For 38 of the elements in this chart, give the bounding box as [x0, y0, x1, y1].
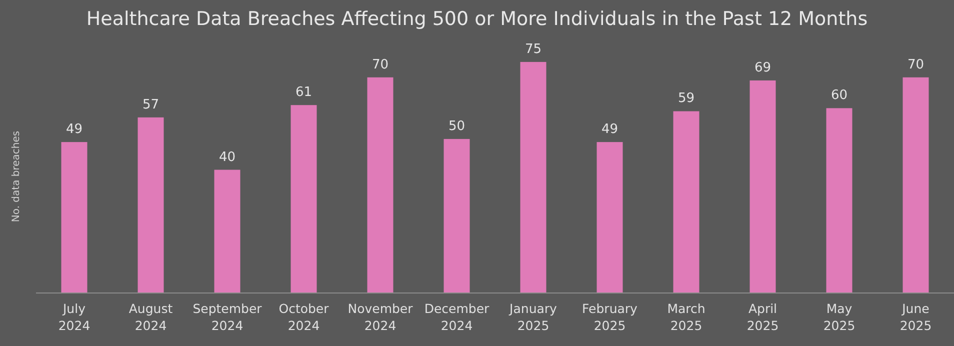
x-tick-label: December 2024: [424, 301, 490, 333]
data-label: 61: [295, 85, 312, 100]
x-tick-label: March 2025: [667, 301, 706, 333]
x-tick-label: August 2024: [128, 301, 173, 333]
bar: [61, 142, 88, 293]
y-axis-title: No. data breaches: [11, 130, 22, 222]
data-label: 70: [372, 57, 389, 72]
chart-title: Healthcare Data Breaches Affecting 500 or More Individuals in the Past 12 Months: [86, 8, 868, 30]
x-tick-label: May 2025: [823, 301, 856, 333]
x-tick-label: November 2024: [348, 301, 414, 333]
data-label: 50: [448, 118, 466, 134]
bar: [596, 142, 623, 293]
data-label: 57: [142, 97, 160, 112]
x-tick-label: February 2025: [582, 301, 638, 333]
bar: [290, 105, 317, 293]
bar: [138, 117, 164, 293]
bar: [214, 170, 240, 293]
bar: [902, 77, 929, 293]
bar: [750, 80, 776, 293]
data-label: 69: [754, 60, 772, 76]
bar: [673, 111, 700, 293]
x-tick-label: September 2024: [192, 301, 263, 333]
data-label: 49: [601, 122, 618, 138]
bar: [520, 62, 546, 293]
data-label: 40: [218, 150, 236, 165]
bar: [444, 138, 470, 293]
data-label: 70: [907, 57, 924, 72]
x-tick-label: June 2025: [900, 301, 932, 333]
x-tick-label: April 2025: [746, 301, 779, 333]
bar: [826, 108, 852, 293]
data-label: 59: [678, 91, 695, 106]
data-label: 60: [830, 88, 848, 104]
data-label: 49: [66, 122, 83, 138]
bar: [367, 77, 394, 293]
x-tick-label: July 2024: [58, 301, 90, 333]
x-tick-label: January 2025: [508, 301, 558, 333]
data-label: 75: [524, 42, 542, 57]
x-tick-label: October 2024: [278, 301, 330, 333]
